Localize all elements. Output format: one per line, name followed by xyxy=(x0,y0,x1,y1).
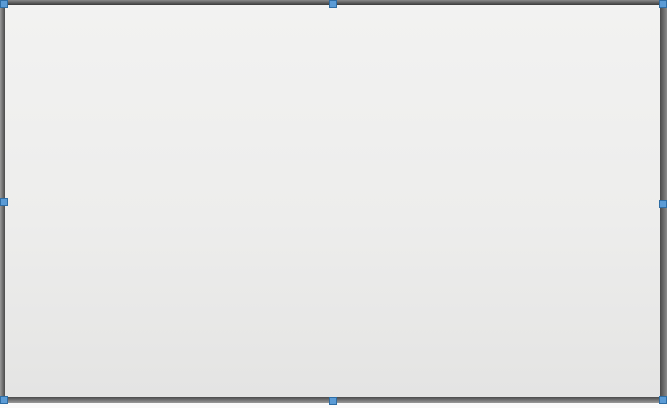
selection-handle-bottom-center[interactable] xyxy=(329,397,337,405)
slide-background xyxy=(5,5,660,397)
selection-handle-middle-left[interactable] xyxy=(0,198,8,206)
bar-chart[interactable] xyxy=(5,5,355,397)
selection-handle-top-center[interactable] xyxy=(329,0,337,8)
selection-handle-middle-right[interactable] xyxy=(659,200,667,208)
selection-handle-bottom-left[interactable] xyxy=(0,396,8,404)
selection-handle-top-left[interactable] xyxy=(0,0,8,8)
selection-handle-bottom-right[interactable] xyxy=(659,396,667,404)
selection-handle-top-right[interactable] xyxy=(659,0,667,8)
